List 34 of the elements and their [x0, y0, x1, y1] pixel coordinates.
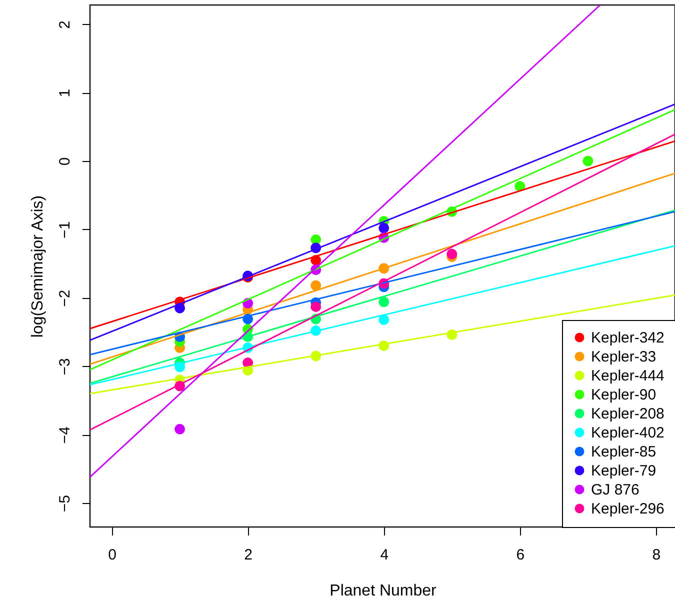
point [378, 314, 390, 325]
legend-label: Kepler-402 [591, 424, 664, 442]
x-tick-label: 4 [380, 546, 389, 564]
point [514, 181, 526, 192]
legend-label: Kepler-208 [591, 406, 664, 422]
legend-label: Kepler-33 [591, 348, 656, 366]
legend-label: Kepler-444 [591, 368, 664, 384]
legend-label: Kepler-90 [591, 386, 656, 404]
x-tick-label: 8 [652, 546, 661, 564]
y-tick-label: 2 [56, 20, 74, 29]
y-tick-label: −5 [56, 495, 74, 512]
y-tick-label: 0 [56, 157, 74, 166]
point [310, 301, 322, 312]
legend-label: GJ 876 [591, 482, 640, 498]
x-axis-title: Planet Number [330, 582, 438, 600]
point [310, 280, 322, 291]
y-tick-label: −1 [56, 221, 74, 238]
legend-label: Kepler-85 [591, 444, 656, 460]
x-tick-label: 0 [108, 546, 116, 564]
point [446, 248, 458, 260]
point [378, 296, 390, 308]
y-tick-label: −3 [56, 358, 74, 376]
legend-label: Kepler-79 [591, 462, 656, 480]
y-axis-title: log(Semimajor Axis) [30, 195, 46, 338]
y-tick-label: −4 [56, 426, 74, 444]
point [378, 222, 390, 234]
x-tick-label: 6 [516, 546, 525, 564]
x-tick-label: 2 [244, 546, 252, 564]
legend-label: Kepler-342 [591, 330, 664, 346]
y-tick-label: −2 [56, 290, 74, 307]
legend-label: Kepler-296 [591, 500, 664, 518]
point [174, 424, 186, 434]
y-tick-label: 1 [56, 88, 74, 98]
point [582, 156, 594, 166]
